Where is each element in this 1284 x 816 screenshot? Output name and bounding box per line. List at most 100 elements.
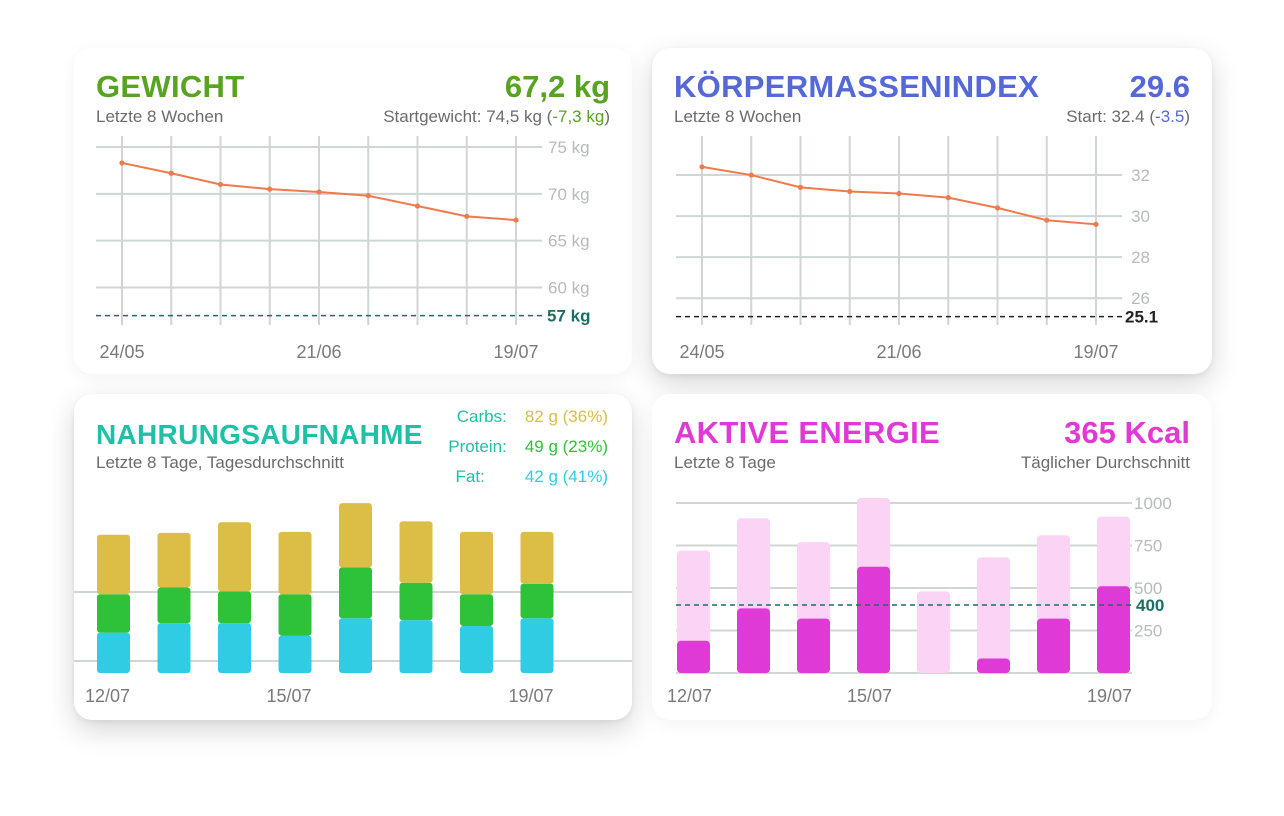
y-tick-label: 26 (1131, 289, 1150, 308)
y-tick-label: 500 (1134, 579, 1162, 598)
bmi-start-note: Start: 32.4 (-3.5) (1066, 106, 1190, 128)
data-point (513, 217, 519, 223)
protein-value: 49 g (23%) (524, 437, 608, 456)
bmi-card[interactable]: 32 30 28 26 25.1 24/05 21/06 19/07 KÖRPERMASSEN… (652, 48, 1212, 374)
weight-start-note: Startgewicht: 74,5 kg (-7,3 kg) (383, 106, 610, 128)
x-tick-label: 24/05 (99, 342, 144, 362)
x-tick-label: 15/07 (847, 686, 892, 706)
weight-title: GEWICHT (96, 69, 245, 104)
weight-start-delta: -7,3 kg (552, 107, 605, 126)
x-tick-label: 24/05 (679, 342, 724, 362)
bar-protein (520, 583, 554, 619)
bar-carbs (218, 522, 251, 592)
data-point (168, 170, 174, 176)
bar-protein (278, 594, 312, 636)
macro-fat: Fat: 42 g (41%) (385, 466, 608, 488)
bar-protein (460, 594, 493, 626)
bar-energy-active (677, 640, 710, 673)
bar-fat (278, 635, 312, 673)
data-point (119, 160, 125, 166)
y-tick-label: 75 kg (548, 138, 590, 157)
bmi-subtitle: Letzte 8 Wochen (674, 107, 802, 126)
energy-subtitle: Letzte 8 Tage (674, 453, 776, 472)
bar-carbs (278, 531, 312, 595)
bar-energy-active (1037, 618, 1070, 673)
x-tick-label: 21/06 (876, 342, 921, 362)
bar-carbs (460, 531, 493, 595)
x-tick-label: 15/07 (266, 686, 311, 706)
carbs-label: Carbs: (456, 407, 507, 426)
data-point (699, 164, 705, 170)
carbs-value: 82 g (36%) (524, 407, 608, 426)
bar-fat (218, 623, 251, 673)
goal-label: 57 kg (547, 307, 590, 326)
y-tick-label: 28 (1131, 248, 1150, 267)
y-tick-label: 750 (1134, 537, 1162, 556)
food-card[interactable]: 12/07 15/07 19/07 NAHRUNGSAUFNAHME Letzte … (74, 394, 632, 720)
bar-protein (97, 594, 130, 633)
bar-fat (399, 620, 433, 673)
macro-protein: Protein: 49 g (23%) (407, 436, 608, 458)
y-tick-label: 70 kg (548, 185, 590, 204)
fat-label: Fat: (455, 467, 485, 486)
y-tick-label: 30 (1131, 207, 1150, 226)
energy-card[interactable]: 1000 750 500 250 400 12/07 15/07 19/07 AKTIVE E… (652, 394, 1212, 720)
data-point (316, 189, 322, 195)
bar-fat (339, 618, 372, 673)
data-point (748, 172, 754, 178)
energy-value: 365 Kcal (1064, 415, 1190, 450)
data-point (1044, 217, 1050, 223)
y-tick-label: 1000 (1134, 494, 1172, 513)
y-tick-label: 65 kg (548, 232, 590, 251)
data-point (847, 188, 853, 195)
energy-title: AKTIVE ENERGIE (674, 415, 941, 450)
x-tick-label: 19/07 (508, 686, 553, 706)
bar-carbs (157, 532, 191, 588)
bar-energy-total (917, 591, 950, 673)
macro-carbs: Carbs: 82 g (36%) (407, 406, 608, 428)
data-point (365, 193, 371, 199)
bar-carbs (339, 503, 372, 568)
data-point (945, 195, 951, 201)
weight-value: 67,2 kg (504, 69, 610, 104)
food-title: NAHRUNGSAUFNAHME (96, 419, 423, 450)
y-tick-label: 250 (1134, 622, 1162, 641)
energy-note: Täglicher Durchschnitt (1020, 453, 1190, 472)
data-point (896, 190, 902, 197)
bar-fat (460, 625, 493, 673)
bar-energy-active (1097, 586, 1130, 673)
bar-energy-active (797, 618, 830, 673)
weight-card[interactable]: 75 kg 70 kg 65 kg 60 kg 57 kg 24/05 21/06 19/07… (74, 48, 632, 374)
bar-energy-active (737, 608, 770, 673)
x-tick-label: 19/07 (1087, 686, 1132, 706)
bar-energy-total (977, 557, 1010, 673)
data-point (464, 213, 470, 219)
bar-carbs (399, 521, 433, 583)
weight-chart: 75 kg 70 kg 65 kg 60 kg 57 kg 24/05 21/06 19/07 (96, 136, 590, 362)
x-tick-label: 19/07 (1073, 342, 1118, 362)
data-point (1093, 221, 1099, 227)
y-tick-label: 60 kg (548, 279, 590, 298)
bar-energy-active (857, 566, 890, 673)
data-point (414, 203, 421, 209)
goal-label: 25.1 (1125, 308, 1158, 327)
bmi-start-delta: -3.5 (1155, 107, 1185, 126)
goal-label: 400 (1136, 596, 1164, 615)
data-point (994, 205, 1001, 211)
data-point (267, 186, 273, 192)
protein-label: Protein: (448, 437, 507, 456)
weight-start-prefix: Startgewicht: 74,5 kg ( (383, 107, 553, 126)
x-tick-label: 21/06 (296, 342, 341, 362)
energy-chart: 1000 750 500 250 400 12/07 15/07 19/07 (667, 494, 1172, 706)
bar-protein (218, 591, 251, 624)
y-tick-label: 32 (1131, 166, 1150, 185)
weight-subtitle: Letzte 8 Wochen (96, 107, 224, 126)
bar-protein (157, 587, 191, 624)
data-point (797, 184, 804, 190)
food-chart: 12/07 15/07 19/07 (74, 503, 632, 706)
x-tick-label: 19/07 (493, 342, 538, 362)
bar-carbs (97, 534, 130, 595)
bmi-value: 29.6 (1129, 69, 1190, 104)
bar-fat (97, 632, 130, 673)
